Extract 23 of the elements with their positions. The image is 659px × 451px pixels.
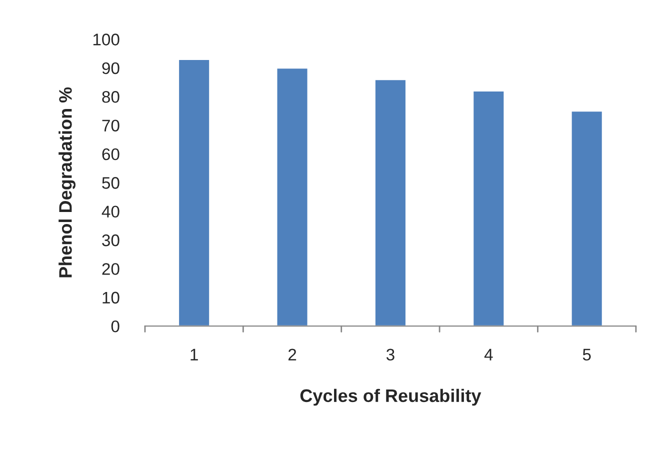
x-axis-title: Cycles of Reusability [300, 388, 482, 406]
y-tick-label: 10 [102, 292, 120, 304]
x-tick-label: 4 [484, 348, 493, 360]
y-axis-title: Phenol Degradation % [58, 87, 76, 278]
bar [374, 78, 407, 326]
x-tick-label: 2 [288, 348, 296, 360]
x-tick-label: 1 [190, 348, 198, 360]
y-tick-label: 40 [102, 206, 120, 218]
bar [570, 110, 604, 326]
bar [276, 67, 309, 326]
y-tick-label: 100 [93, 34, 120, 46]
bar [472, 90, 506, 326]
x-tick-label: 3 [386, 348, 394, 361]
y-tick-label: 0 [111, 320, 120, 332]
y-tick-label: 80 [102, 91, 120, 103]
y-tick-label: 60 [102, 148, 120, 160]
y-tick-label: 70 [102, 120, 120, 132]
y-tick-label: 20 [102, 263, 120, 275]
y-tick-label: 90 [102, 62, 120, 74]
bar [178, 58, 210, 326]
y-tick-label: 30 [102, 234, 120, 246]
x-tick-label: 5 [582, 348, 591, 361]
y-tick-label: 50 [102, 177, 120, 189]
